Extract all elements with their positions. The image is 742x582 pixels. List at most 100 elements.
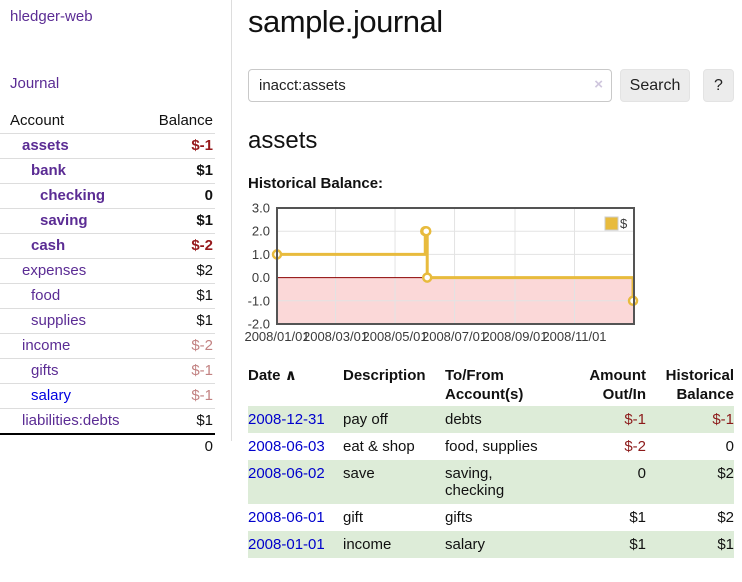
account-heading: assets [248, 127, 318, 154]
transaction-amount: $1 [629, 509, 646, 526]
transaction-description: eat & shop [343, 438, 415, 455]
historical-balance-chart: 3.0 2.0 1.0 0.0 -1.0 -2.0 2008/01/01 2008/03/01… [244, 201, 734, 344]
account-balance: 0 [138, 183, 215, 209]
transaction-accounts: food, supplies [445, 438, 538, 455]
transaction-date-link[interactable]: 2008-12-31 [248, 411, 325, 428]
account-balance: $-1 [138, 383, 215, 409]
transaction-description: pay off [343, 411, 388, 428]
account-row: salary $-1 [0, 383, 215, 409]
page-title: sample.journal [248, 4, 443, 39]
transaction-balance: $-1 [712, 411, 734, 428]
search-button[interactable]: Search [620, 69, 690, 102]
account-row: expenses $2 [0, 258, 215, 284]
account-row: assets $-1 [0, 133, 215, 159]
account-link-supplies[interactable]: supplies [31, 312, 87, 329]
transaction-amount: 0 [637, 465, 646, 482]
sidebar: hledger-web Journal Account Balance asse… [0, 0, 232, 459]
accounts-header-row: Account Balance [0, 109, 215, 134]
svg-text:2008/01/01: 2008/01/01 [244, 329, 309, 344]
transaction-date-link[interactable]: 2008-06-03 [248, 438, 325, 455]
account-link-checking[interactable]: checking [40, 187, 106, 204]
search-input[interactable] [248, 69, 612, 102]
transaction-accounts: saving, checking [445, 465, 505, 499]
account-link-food[interactable]: food [31, 287, 61, 304]
transaction-accounts: debts [445, 411, 482, 428]
historical-balance-label: Historical Balance: [248, 175, 384, 192]
accounts-total-value: 0 [138, 433, 215, 459]
svg-text:2008/03/01: 2008/03/01 [303, 329, 368, 344]
svg-text:-2.0: -2.0 [248, 317, 270, 332]
register-row: 2008-01-01 income salary $1 $1 [248, 531, 734, 558]
register-row: 2008-06-02 save saving, checking 0 $2 [248, 460, 734, 504]
svg-text:0.0: 0.0 [252, 270, 270, 285]
account-balance: $1 [138, 308, 215, 334]
account-link-income[interactable]: income [22, 337, 71, 354]
register-header-row: Date ∧ Description To/From Account(s) Am… [248, 364, 734, 406]
account-link-salary[interactable]: salary [31, 387, 72, 404]
amount-column-header: Amount Out/In [589, 367, 646, 403]
svg-text:-1.0: -1.0 [248, 293, 270, 308]
account-link-bank[interactable]: bank [31, 162, 67, 179]
account-row: cash $-2 [0, 233, 215, 259]
register-row: 2008-06-03 eat & shop food, supplies $-2… [248, 433, 734, 460]
svg-text:2008/11/01: 2008/11/01 [542, 329, 606, 344]
account-balance: $1 [138, 158, 215, 184]
transaction-balance: $2 [717, 509, 734, 526]
account-row: saving $1 [0, 208, 215, 234]
transaction-date-link[interactable]: 2008-01-01 [248, 536, 325, 553]
register-row: 2008-12-31 pay off debts $-1 $-1 [248, 406, 734, 433]
account-balance: $1 [138, 208, 215, 234]
transaction-balance: $2 [717, 465, 734, 482]
account-row: gifts $-1 [0, 358, 215, 384]
account-row: food $1 [0, 283, 215, 309]
chart-canvas: 3.0 2.0 1.0 0.0 -1.0 -2.02008/01/012008/03/01… [244, 201, 639, 344]
svg-text:2008/07/01: 2008/07/01 [422, 329, 487, 344]
svg-text:2008/05/01: 2008/05/01 [362, 329, 427, 344]
transaction-amount: $-1 [624, 411, 646, 428]
transaction-date-link[interactable]: 2008-06-02 [248, 465, 325, 482]
sidebar-item-journal[interactable]: Journal [10, 75, 60, 92]
account-link-assets[interactable]: assets [22, 137, 69, 154]
account-column-header: Account [0, 109, 139, 134]
transaction-amount: $1 [629, 536, 646, 553]
sort-ascending-icon: ∧ [284, 367, 297, 384]
svg-text:2008/09/01: 2008/09/01 [482, 329, 547, 344]
account-balance: $-2 [138, 233, 215, 259]
register-row: 2008-06-01 gift gifts $1 $2 [248, 504, 734, 531]
account-row: liabilities:debts $1 [0, 408, 215, 435]
transaction-description: gift [343, 509, 364, 526]
account-link-expenses[interactable]: expenses [22, 262, 87, 279]
transaction-accounts: salary [445, 536, 486, 553]
account-row: bank $1 [0, 158, 215, 184]
account-link-saving[interactable]: saving [40, 212, 88, 229]
accounts-column-header: To/From Account(s) [445, 367, 524, 403]
transaction-description: income [343, 536, 392, 553]
register-table: Date ∧ Description To/From Account(s) Am… [248, 364, 734, 558]
clear-search-icon[interactable]: × [594, 76, 603, 93]
accounts-table: Account Balance assets $-1 bank $1 checkin… [0, 109, 215, 459]
account-row: checking 0 [0, 183, 215, 209]
accounts-total-row: 0 [0, 433, 215, 459]
transaction-accounts: gifts [445, 509, 473, 526]
app-brand-link[interactable]: hledger-web [10, 8, 93, 25]
svg-text:$: $ [620, 216, 628, 231]
account-link-cash[interactable]: cash [31, 237, 66, 254]
account-balance: $2 [138, 258, 215, 284]
transaction-description: save [343, 465, 375, 482]
account-link-gifts[interactable]: gifts [31, 362, 59, 379]
balance-column-header: Historical Balance [665, 367, 734, 403]
account-balance: $-2 [138, 333, 215, 359]
transaction-balance: $1 [717, 536, 734, 553]
svg-text:1.0: 1.0 [252, 247, 270, 262]
transaction-balance: 0 [725, 438, 734, 455]
balance-column-header: Balance [138, 109, 215, 134]
help-button[interactable]: ? [702, 69, 734, 102]
svg-text:2.0: 2.0 [252, 224, 270, 239]
account-balance: $-1 [138, 133, 215, 159]
account-link-liabilities-debts[interactable]: liabilities:debts [22, 412, 120, 429]
sort-by-date-link[interactable]: Date ∧ [248, 367, 297, 384]
transaction-amount: $-2 [624, 438, 646, 455]
transaction-date-link[interactable]: 2008-06-01 [248, 509, 325, 526]
account-row: supplies $1 [0, 308, 215, 334]
search-bar: × Search ? [248, 69, 734, 102]
